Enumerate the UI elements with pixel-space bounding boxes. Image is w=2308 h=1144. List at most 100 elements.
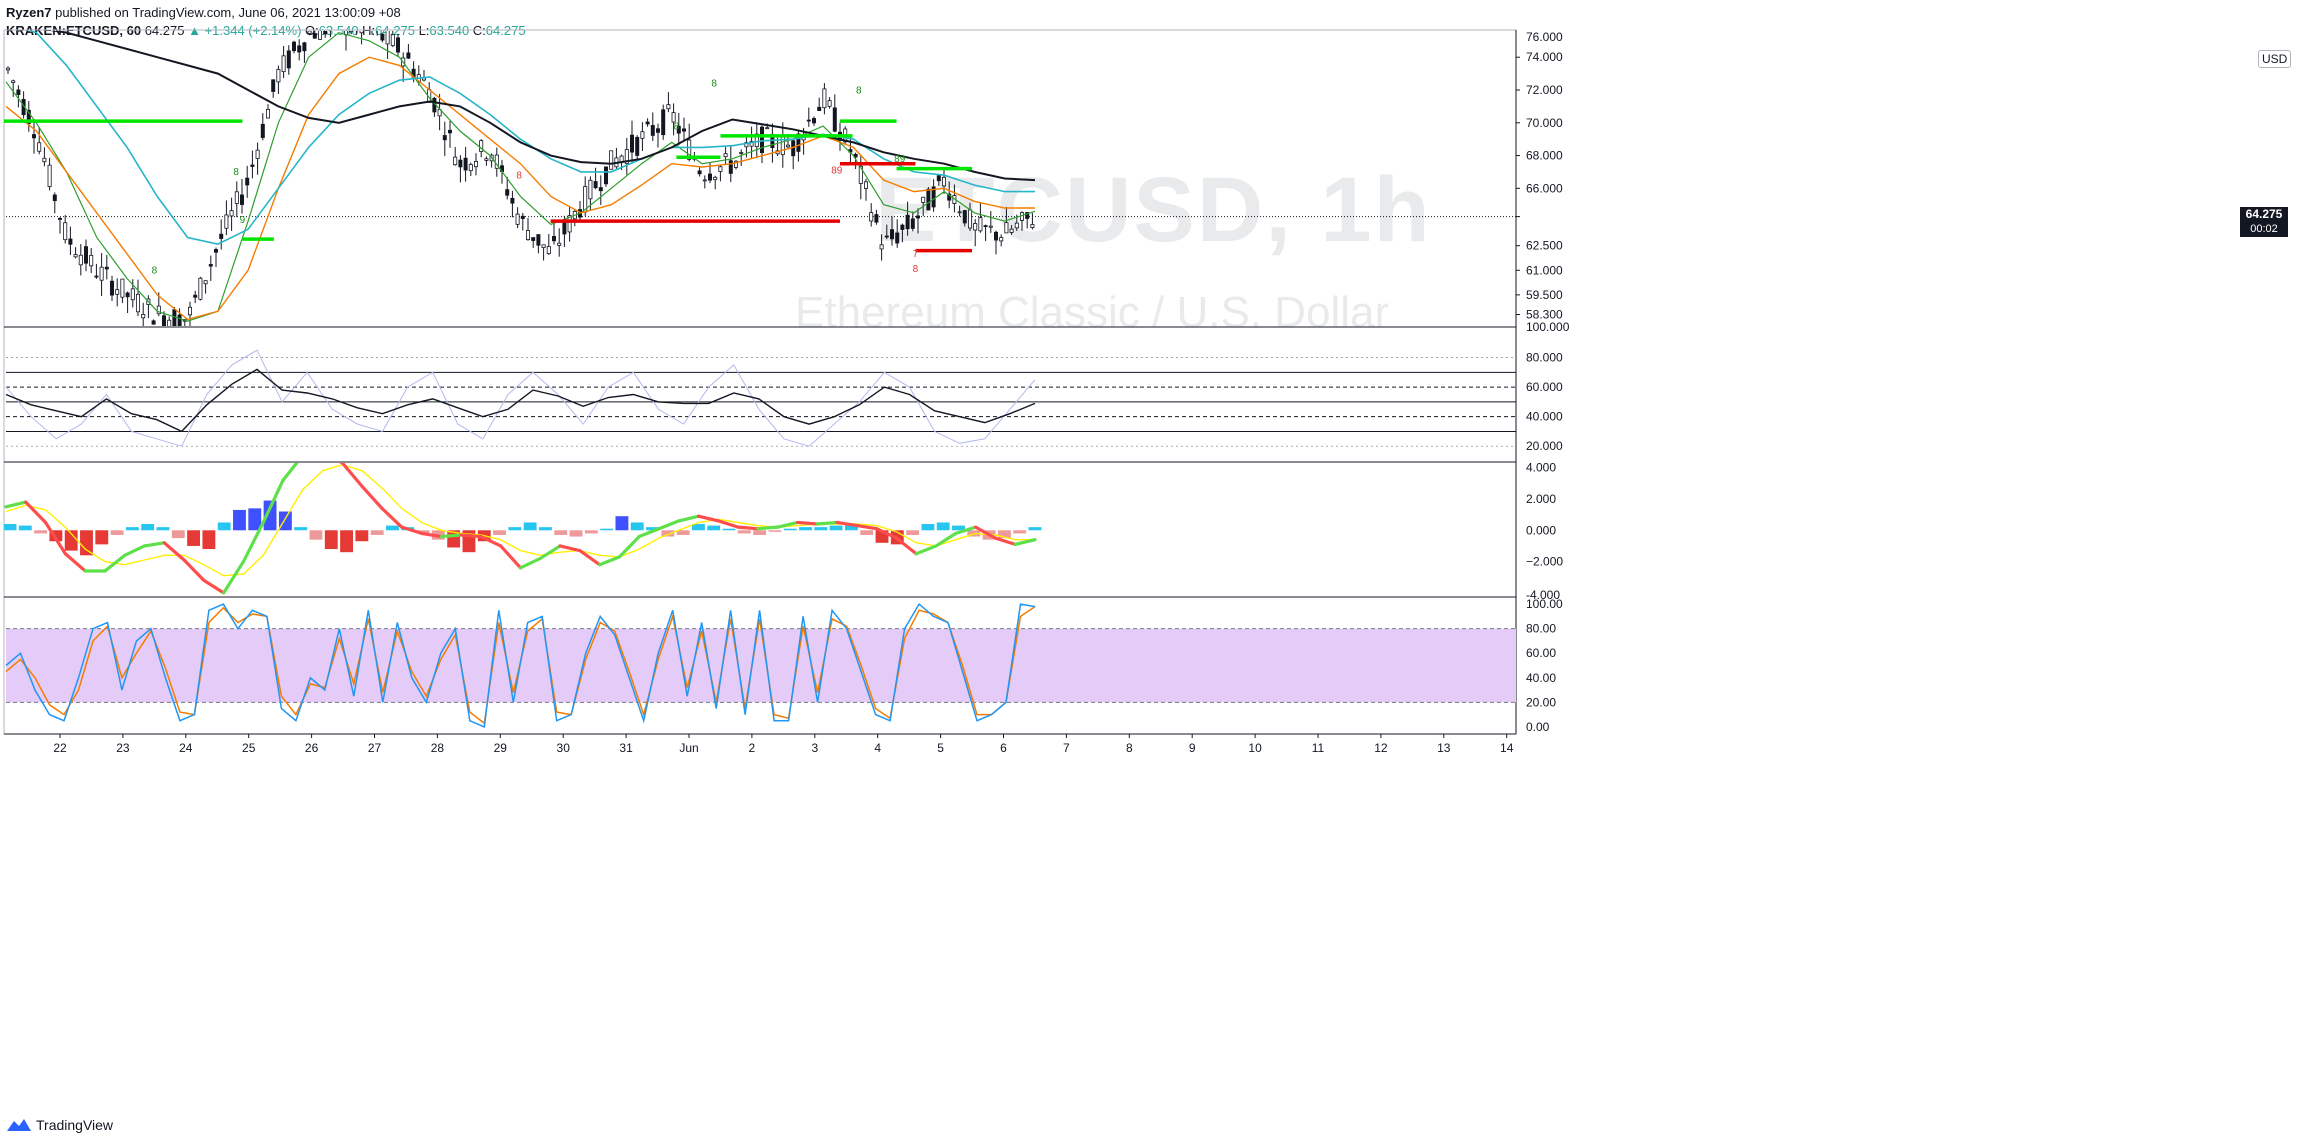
macd-histogram-bar [936,522,950,531]
candle [973,223,978,231]
author-name[interactable]: Ryzen7 [6,5,52,20]
candle [156,305,161,315]
candle [135,293,140,313]
time-tick-label: 4 [874,741,881,755]
time-tick-label: 24 [179,741,193,755]
candle [234,191,239,204]
stoch-k-line [5,602,1036,728]
macd-histogram-bar [569,530,583,537]
candle [786,144,791,148]
stoch-band [6,628,1516,703]
candle [442,135,447,141]
candle [557,242,562,246]
candle [947,193,952,201]
macd-histogram-bar [416,530,430,534]
candle [484,158,489,161]
candle [42,157,47,163]
candle [988,225,993,228]
macd-line-segment [439,533,463,539]
macd-histogram-bar [799,527,812,531]
candle [1009,228,1014,233]
macd-histogram-bar [646,527,659,531]
macd-histogram-bar [493,530,506,535]
candle [526,230,531,241]
macd-histogram-bar [860,530,874,535]
candle [978,217,983,232]
candle [760,126,765,154]
publish-line: Ryzen7 published on TradingView.com, Jun… [6,4,526,22]
macd-line-segment [142,541,166,548]
candle [900,224,905,230]
footer-brand[interactable]: TradingView [6,1117,113,1133]
candle [931,186,936,208]
time-tick-label: 22 [53,741,67,755]
macd-line-segment [459,533,483,539]
candle [749,141,754,147]
candle [895,232,900,244]
candle [365,15,368,24]
candle [291,41,296,52]
time-tick-label: 27 [368,741,382,755]
candle [329,21,332,27]
candle [739,152,744,154]
candle [151,320,156,325]
price-tick-label: 59.500 [1526,288,1563,302]
candle [250,164,255,167]
candle [265,109,270,119]
time-tick-label: 2 [749,741,756,755]
candle [661,109,666,136]
macd-line-segment [43,520,67,556]
candle [645,121,650,125]
time-tick-label: 3 [811,741,818,755]
candle [125,292,130,298]
macd-histogram-bar [661,530,675,537]
candle [723,153,728,158]
macd-histogram-bar [34,530,48,534]
stoch-tick-label: 0.00 [1526,720,1550,734]
price-tick-label: 66.000 [1526,181,1563,195]
rsi-tick-label: 20.000 [1526,439,1563,453]
macd-histogram-bar [217,522,231,531]
macd-line-segment [162,541,186,562]
macd-histogram-bar [141,524,155,531]
macd-line-segment [261,478,285,525]
macd-line-segment [776,520,800,529]
candle [765,127,770,130]
time-tick-label: 12 [1374,741,1388,755]
macd-histogram-bar [248,508,262,531]
candle [385,31,390,45]
candle [84,246,89,264]
macd-line-segment [954,525,978,536]
macd-histogram-bar [80,530,93,556]
macd-line-segment [677,514,701,523]
macd-histogram-bar [584,530,598,534]
candle [11,80,16,83]
setup-count-label: 8 [516,171,522,182]
candle [832,107,837,132]
candle [339,17,342,27]
macd-line-segment [993,536,1017,546]
time-tick-label: 8 [1126,741,1133,755]
candle [754,133,759,148]
currency-badge[interactable]: USD [2258,50,2292,68]
candle [312,33,317,39]
candle [78,254,83,266]
candle [994,231,999,241]
candles [6,15,1035,326]
macd-histogram-bar [783,528,797,531]
candle [817,106,822,112]
footer-brand-label: TradingView [36,1117,114,1133]
macd-histogram-bar [615,516,629,531]
candle [734,160,739,168]
candle [198,277,203,300]
setup-count-label: 8 [856,85,862,96]
macd-line-segment [558,544,582,553]
candle [505,189,510,196]
setup-count-label: 8 [913,264,919,275]
moving-average-1 [5,31,1036,322]
macd-histogram-bar [768,530,782,532]
macd-histogram-bar [722,528,736,531]
candle [94,275,99,278]
candle [172,309,177,326]
